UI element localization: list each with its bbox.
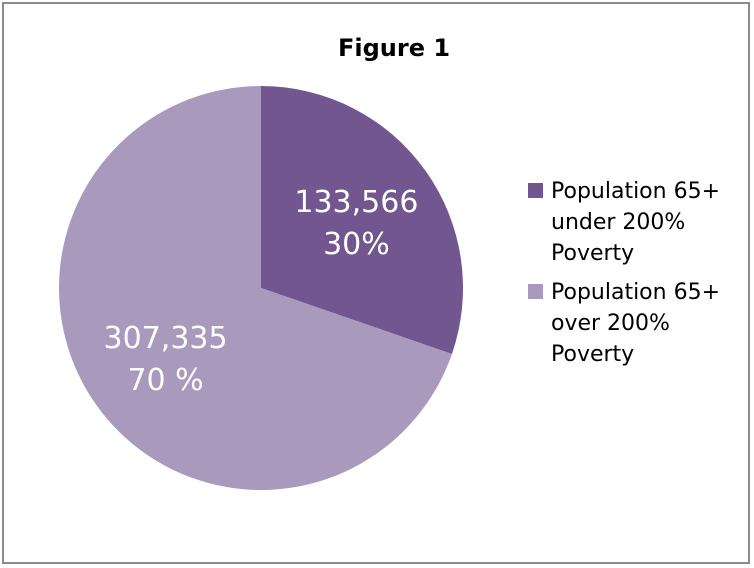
- slice-percent-label-1: 70 %: [127, 363, 203, 398]
- slice-value-label-0: 133,566: [294, 185, 418, 220]
- slice-percent-label-0: 30%: [323, 227, 390, 262]
- legend-label-under-200: Population 65+ under 200% Poverty: [551, 179, 721, 266]
- pie-slice-0: [261, 86, 463, 354]
- legend-item-over-200: Population 65+ over 200% Poverty: [528, 277, 750, 370]
- legend-swatch-under-200: [528, 183, 543, 198]
- slice-value-label-1: 307,335: [104, 321, 228, 356]
- legend-label-over-200: Population 65+ over 200% Poverty: [551, 280, 721, 367]
- pie-labels: 133,566 30% 307,335 70 %: [104, 185, 419, 398]
- pie-slices: [59, 86, 463, 490]
- legend: Population 65+ under 200% Poverty Popula…: [528, 176, 750, 378]
- legend-swatch-over-200: [528, 284, 543, 299]
- legend-item-under-200: Population 65+ under 200% Poverty: [528, 176, 750, 269]
- pie-slice-1: [59, 86, 452, 490]
- chart-title: Figure 1: [337, 34, 451, 62]
